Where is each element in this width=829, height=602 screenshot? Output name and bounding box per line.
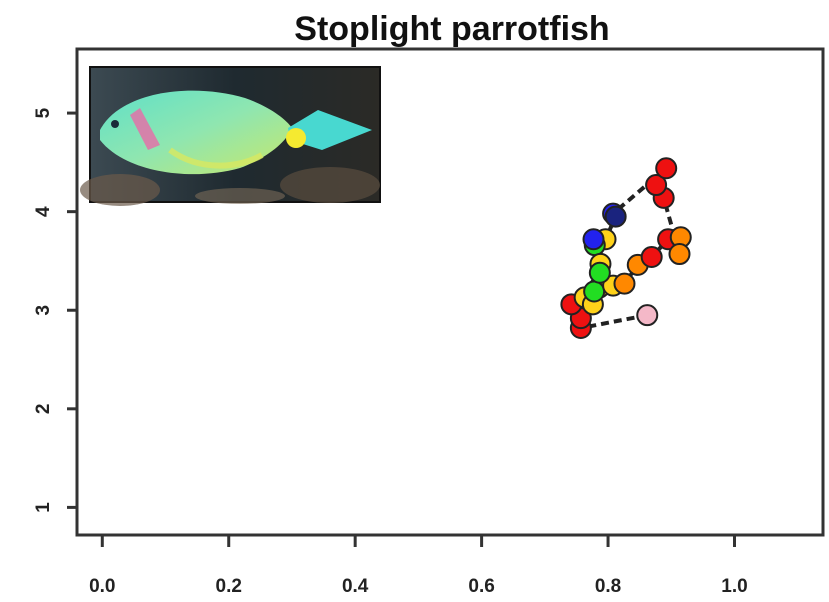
data-point [645,174,668,197]
data-point [604,205,627,228]
y-tick-label: 4 [33,206,54,217]
x-axis: 0.0 0.2 0.4 0.6 0.8 1.0 [89,535,748,597]
y-tick-label: 5 [33,107,54,118]
data-point [583,280,606,303]
plot-frame [75,47,825,537]
data-points [560,157,692,339]
data-point [613,272,636,295]
data-point [582,228,605,251]
y-tick-label: 2 [33,404,54,415]
data-point [668,243,691,266]
x-tick-label: 0.2 [216,576,242,597]
y-tick-label: 1 [33,502,54,513]
x-tick-label: 0.0 [89,576,115,597]
chart-title: Stoplight parrotfish [294,10,609,48]
x-tick-label: 0.8 [595,576,621,597]
data-point [655,157,678,180]
y-axis: 1 2 3 4 5 [33,107,77,513]
x-tick-label: 1.0 [721,576,747,597]
data-point [636,304,659,327]
x-tick-label: 0.6 [468,576,494,597]
parrotfish-photo [80,66,381,206]
x-tick-label: 0.4 [342,576,369,597]
y-tick-label: 3 [33,305,54,316]
data-point [588,261,611,284]
data-point [640,246,663,269]
